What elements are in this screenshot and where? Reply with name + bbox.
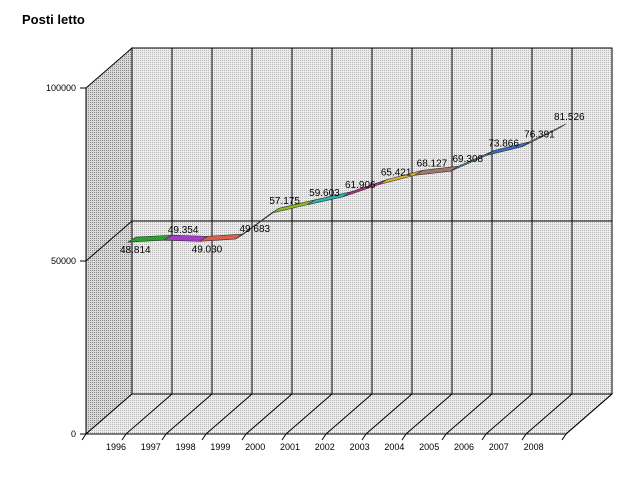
x-tick [161,433,167,441]
data-label: 65.421 [381,168,412,179]
x-tick [441,433,447,441]
data-label: 49.683 [240,224,271,235]
floor-gridline [445,393,493,435]
floor-gridline [565,393,613,435]
x-tick [361,433,367,441]
floor-gridline [325,393,373,435]
x-tick [481,433,487,441]
data-label: 49.030 [192,244,223,255]
floor-gridline [405,393,453,435]
x-tick-label: 2008 [524,442,544,452]
floor-gridline [365,393,413,435]
x-tick [561,433,567,441]
data-label: 69.308 [453,154,484,165]
x-tick-label: 2001 [280,442,300,452]
x-axis: 1996 1997 1998 1999 2000 2001 2002 2003 2004 2005… [81,433,567,452]
data-label: 61.906 [345,180,376,191]
floor-gridline [245,393,293,435]
x-tick-label: 2004 [384,442,404,452]
y-tick-label: 100000 [46,83,76,93]
data-label: 73.866 [488,138,519,149]
x-tick [321,433,327,441]
x-tick-label: 2002 [315,442,335,452]
y-tick-label: 0 [71,429,76,439]
x-tick [121,433,127,441]
data-label: 81.526 [554,112,585,123]
floor-gridline [525,393,573,435]
x-tick-label: 1997 [141,442,161,452]
horizontal-gridline [85,220,133,262]
gridlines [85,48,613,435]
x-tick [401,433,407,441]
x-tick [281,433,287,441]
data-labels: 48.814 49.354 49.030 49.683 57.175 59.603 61.9… [120,112,585,256]
x-tick-label: 1996 [106,442,126,452]
x-tick-label: 2000 [245,442,265,452]
x-tick-label: 2007 [489,442,509,452]
floor-gridline [165,393,213,435]
x-tick [201,433,207,441]
x-tick-label: 1998 [176,442,196,452]
data-label: 68.127 [417,158,448,169]
y-tick-label: 50000 [51,256,76,266]
floor-gridline [205,393,253,435]
data-label: 48.814 [120,245,151,256]
y-axis: 0 50000 100000 [46,83,86,439]
data-label: 49.354 [168,225,199,236]
x-tick [81,433,87,441]
data-label: 76.391 [524,130,555,141]
series-ribbon [126,123,567,243]
chart-walls [84,46,614,436]
x-tick-label: 2005 [419,442,439,452]
floor-gridline [485,393,533,435]
x-tick [241,433,247,441]
ribbon-segment [522,123,567,147]
floor-gridline [285,393,333,435]
x-tick-label: 1999 [210,442,230,452]
data-label: 59.603 [309,188,340,199]
x-tick-label: 2006 [454,442,474,452]
floor-gridline [125,393,173,435]
chart-title: Posti letto [22,12,85,27]
x-tick-label: 2003 [350,442,370,452]
x-tick [521,433,527,441]
data-label: 57.175 [269,196,300,207]
